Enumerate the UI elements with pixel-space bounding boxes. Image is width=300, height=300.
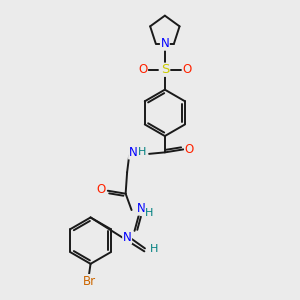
Text: N: N	[123, 231, 131, 244]
Text: N: N	[129, 146, 137, 159]
Text: H: H	[145, 208, 154, 218]
Text: H: H	[137, 147, 146, 158]
Text: N: N	[160, 37, 169, 50]
Text: O: O	[184, 143, 194, 156]
Text: H: H	[150, 244, 159, 254]
Text: S: S	[161, 63, 169, 76]
Text: O: O	[182, 63, 191, 76]
Text: Br: Br	[82, 274, 96, 288]
Text: N: N	[137, 202, 146, 215]
Text: O: O	[96, 183, 106, 196]
Text: O: O	[138, 63, 148, 76]
